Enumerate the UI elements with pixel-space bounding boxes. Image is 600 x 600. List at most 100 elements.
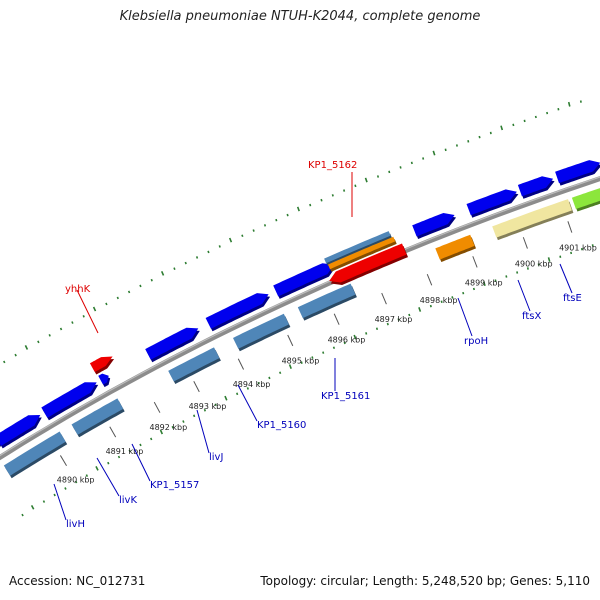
inner-track-dot — [547, 257, 551, 262]
forward-cds-arrow — [517, 176, 554, 197]
outer-track-dot — [567, 101, 571, 107]
inner-track-dot — [64, 487, 67, 490]
reverse-cds-block — [233, 313, 289, 349]
genome-stats-text: Topology: circular; Length: 5,248,520 bp… — [260, 574, 590, 588]
outer-track-dot — [478, 135, 481, 139]
inner-track-dot — [516, 271, 519, 274]
outer-track-dot — [500, 125, 504, 131]
gene-label-leader — [517, 279, 531, 312]
outer-track-dot — [92, 306, 97, 312]
kp1-5162-red — [329, 243, 407, 283]
outer-track-dot — [71, 321, 74, 324]
scale-tick-label: 4892 kbp — [150, 423, 188, 432]
gene-label-kp1-5157: KP1_5157 — [150, 480, 199, 491]
inner-track-dot — [462, 291, 465, 295]
scale-tick-label: 4900 kbp — [515, 260, 553, 269]
scale-tick — [109, 426, 117, 438]
inner-track-dot — [288, 364, 292, 369]
inner-track-dot — [365, 332, 368, 335]
gene-label-kp1-5162: KP1_5162 — [308, 160, 357, 171]
outer-track-dot — [252, 229, 255, 232]
inner-track-dot — [95, 466, 99, 471]
outer-track-dot — [228, 237, 233, 243]
scale-tick-label: 4901 kbp — [559, 244, 597, 253]
scale-tick-label: 4894 kbp — [233, 380, 271, 389]
inner-track-dot — [236, 392, 239, 396]
gene-label-ftsx: ftsX — [522, 311, 541, 322]
forward-cds-arrow — [205, 293, 269, 329]
outer-track-dot — [37, 340, 40, 344]
scale-tick — [426, 274, 433, 286]
inner-track-dot — [150, 437, 153, 441]
backbone-line — [0, 175, 600, 461]
inner-track-dot — [257, 381, 260, 385]
outer-track-dot — [455, 144, 458, 147]
outer-track-dot — [354, 184, 357, 188]
outer-track-dot — [218, 245, 221, 248]
scale-tick — [237, 358, 245, 370]
inner-track-dot — [353, 334, 357, 340]
outer-track-dot — [343, 189, 346, 192]
gene-label-kp1-5160: KP1_5160 — [257, 420, 306, 431]
outer-track-dot — [422, 157, 425, 160]
gene-label-rpoh: rpoH — [464, 336, 488, 347]
scale-tick — [472, 256, 478, 268]
forward-cds-arrow — [412, 213, 455, 237]
scale-tick — [287, 334, 294, 347]
inner-track-dot — [397, 318, 400, 321]
inner-tick-track — [21, 244, 594, 517]
gene-label-leader — [196, 409, 210, 454]
gene-label-leader — [131, 443, 151, 482]
yhhk-feature — [89, 356, 113, 372]
outer-track-dot — [3, 360, 6, 364]
scale-tick — [522, 237, 528, 249]
inner-track-dot — [128, 449, 131, 453]
scale-tick — [59, 455, 67, 466]
outer-track-dot — [195, 256, 199, 259]
gene-label-livj: livJ — [209, 452, 223, 463]
kp1-5162-stripe — [324, 231, 391, 264]
inner-track-dot — [505, 275, 508, 278]
gene-label-livk: livK — [119, 495, 137, 506]
inner-track-dot — [214, 403, 217, 407]
gene-label-leader — [53, 483, 67, 521]
inner-track-dot — [268, 376, 271, 380]
forward-cds-arrow — [273, 263, 334, 297]
gene-label-leader — [559, 263, 573, 294]
scale-tick — [153, 401, 161, 413]
outer-track-dot — [139, 284, 142, 288]
inner-track-dot — [300, 361, 303, 364]
inner-track-dot — [203, 408, 207, 412]
inner-track-dot — [30, 505, 35, 510]
inner-track-dot — [311, 356, 314, 359]
inner-track-dot — [85, 474, 89, 478]
accession-text: Accession: NC_012731 — [9, 574, 146, 588]
scale-tick — [567, 221, 573, 233]
gene-label-kp1-5161: KP1_5161 — [321, 391, 370, 402]
forward-cds-arrow — [0, 415, 41, 446]
outer-track-dot — [410, 161, 413, 165]
inner-track-dot — [224, 395, 228, 401]
outer-track-dot — [263, 224, 267, 227]
inner-track-dot — [408, 313, 411, 317]
gene-label-livh: livH — [66, 519, 85, 530]
inner-track-dot — [107, 461, 110, 465]
inner-track-dot — [159, 429, 164, 435]
reverse-cds-block — [168, 347, 220, 382]
forward-cds-arrow — [466, 189, 517, 216]
outer-track-dot — [444, 148, 447, 152]
outer-track-dot — [364, 177, 368, 183]
outer-track-dot — [241, 234, 244, 238]
inner-track-dot — [494, 279, 497, 282]
scale-ticks: 4890 kbp 4891 kbp 4892 kbp 4893 kbp 4894 kbp… — [57, 221, 597, 485]
scale-tick — [333, 313, 340, 325]
scale-tick — [193, 381, 200, 393]
gene-label-leader — [76, 289, 99, 334]
ftsx-feature — [492, 199, 572, 238]
inner-track-dot — [193, 414, 196, 418]
scale-tick — [381, 292, 387, 305]
outer-track-dot — [116, 296, 119, 300]
gene-label-leader — [237, 384, 258, 422]
inner-track-dot — [322, 351, 325, 354]
